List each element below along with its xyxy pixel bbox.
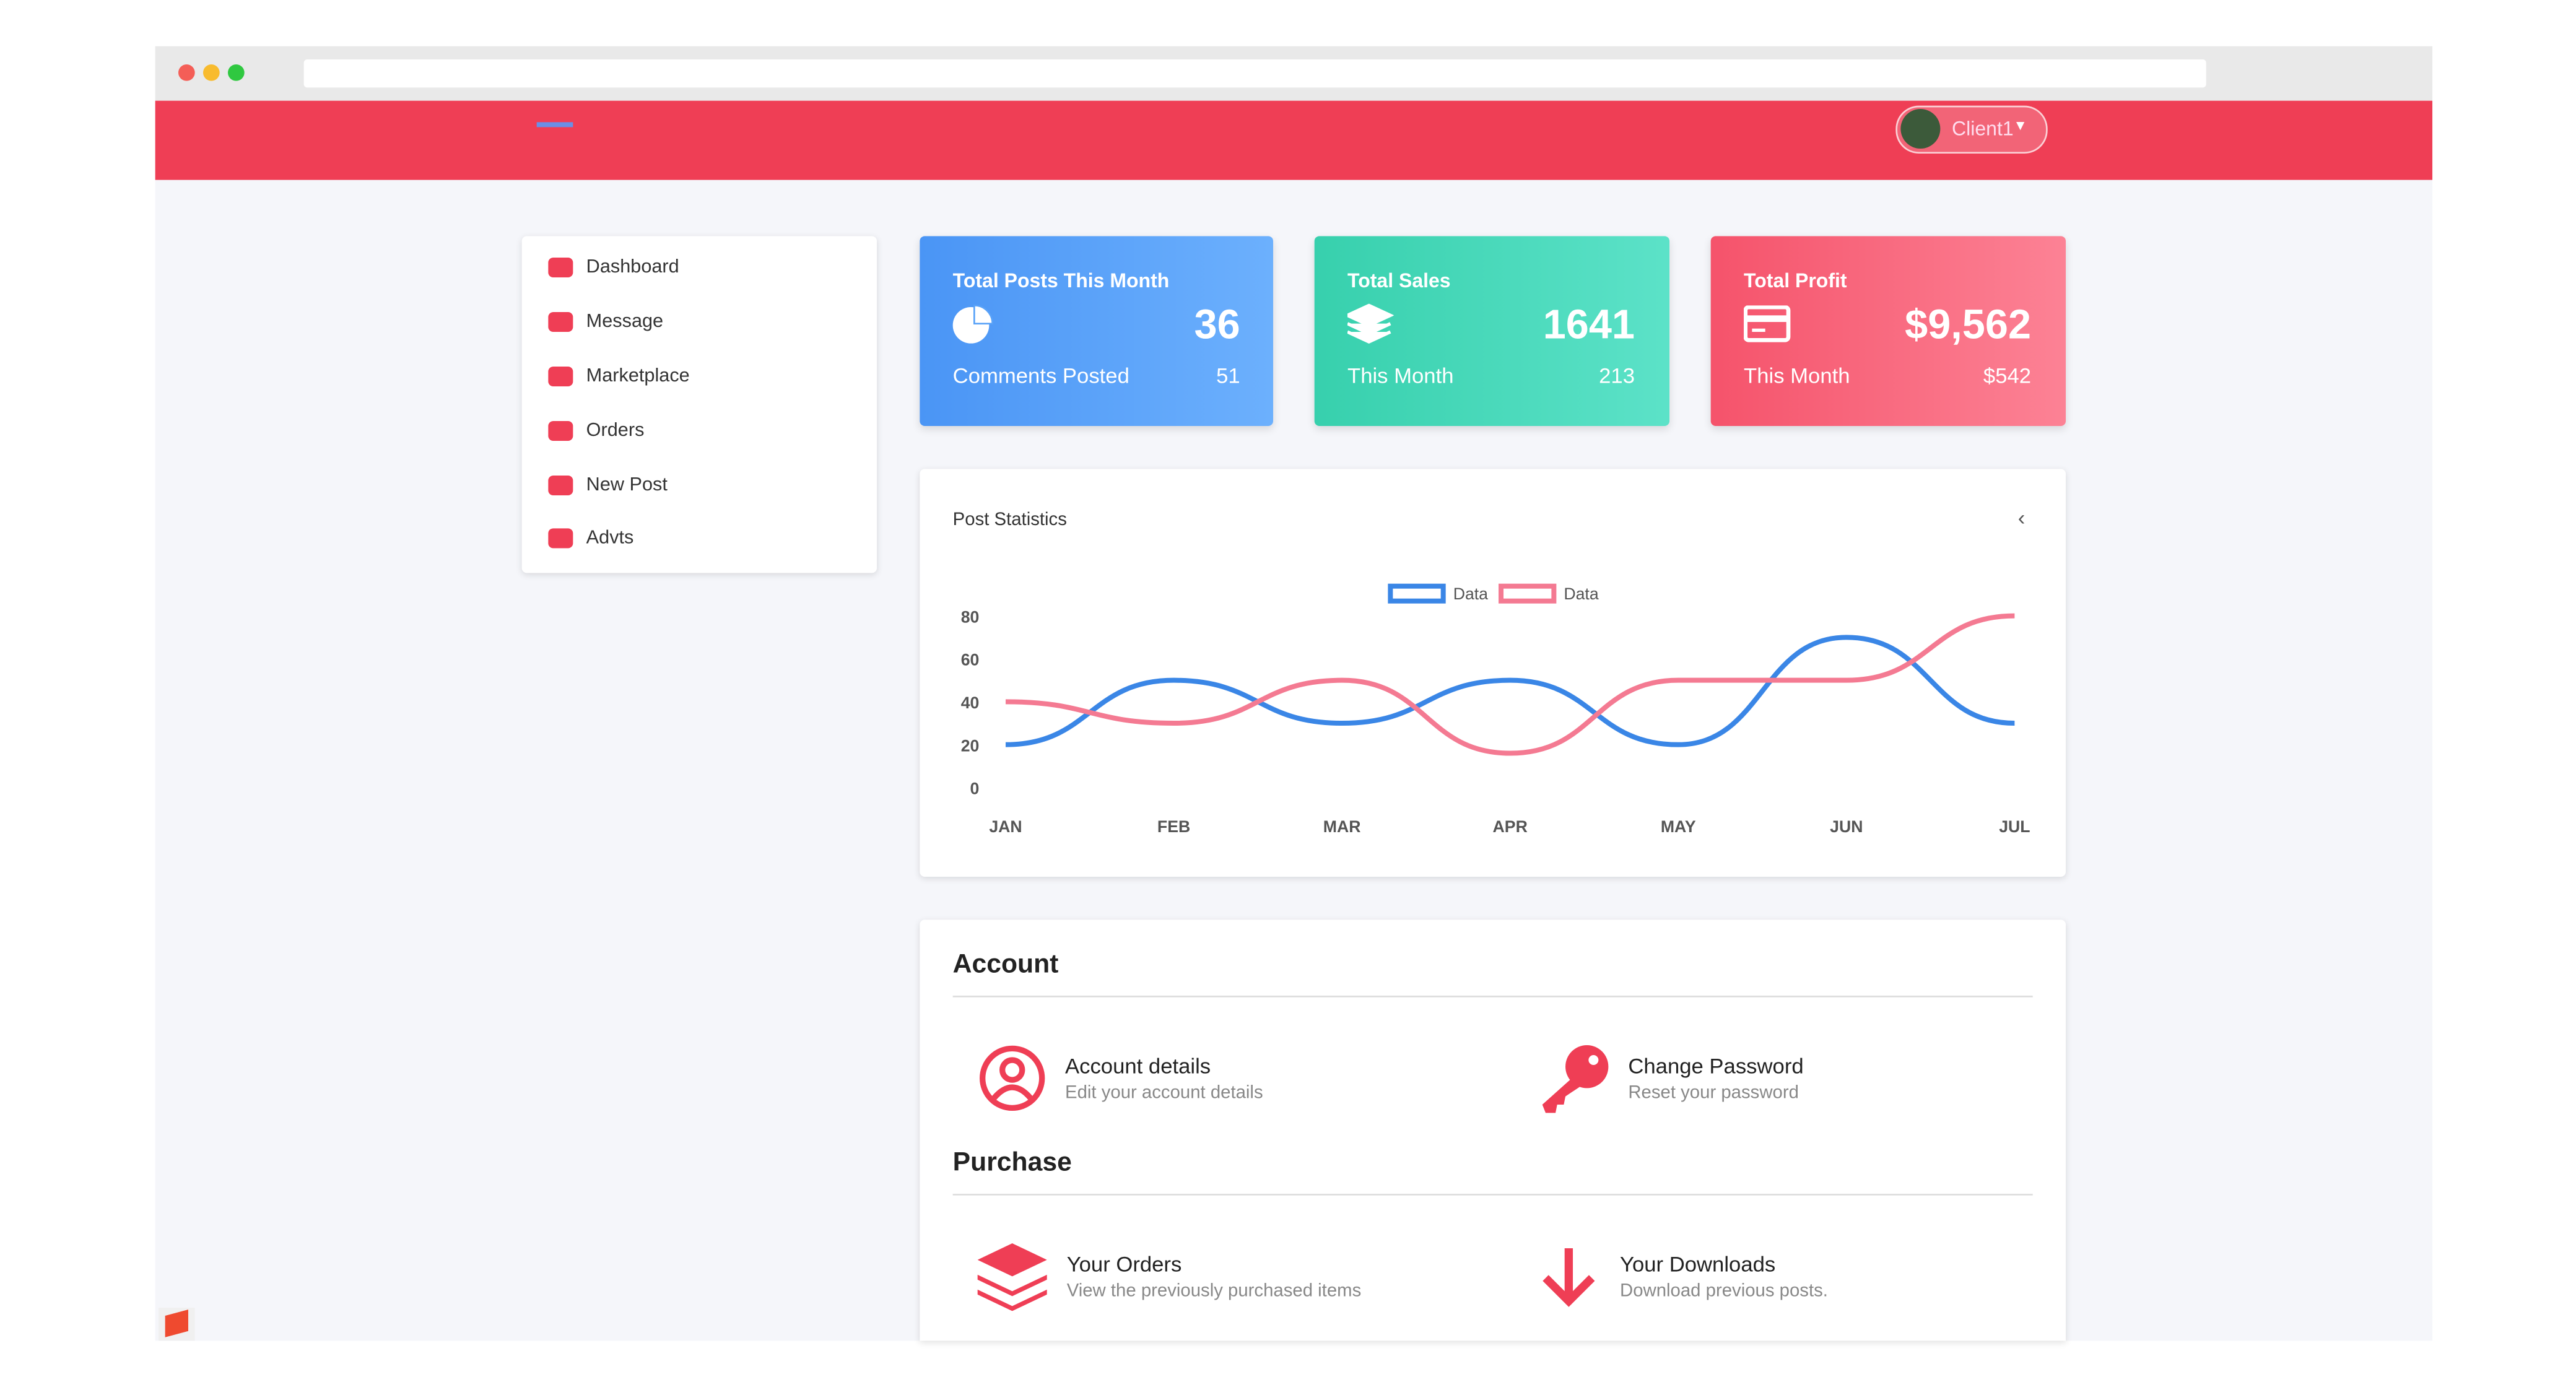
x-tick-label: MAR	[1323, 817, 1361, 836]
x-tick-label: JUN	[1830, 817, 1863, 836]
stat-sub-value: $542	[1983, 363, 2032, 388]
menu-item[interactable]: Marketplace	[586, 367, 690, 387]
menu-item[interactable]: Orders	[586, 421, 645, 441]
line-chart: 0 20 40 60 80 JAN FEB MAR APR MAY JUN JUL Data Data	[961, 583, 2030, 836]
chart-card	[920, 469, 2066, 877]
address-bar[interactable]	[303, 59, 2206, 88]
account-card	[920, 919, 2066, 1341]
divider	[952, 1194, 2033, 1196]
menu-icon	[548, 312, 573, 332]
y-tick-label: 40	[961, 693, 980, 712]
stat-sub-value: 51	[1216, 363, 1240, 388]
card-icon	[1744, 305, 1791, 342]
y-tick-label: 0	[970, 780, 980, 798]
orders-icon[interactable]	[976, 1241, 1048, 1311]
menu-icon	[548, 367, 573, 387]
stat-card	[1710, 236, 2066, 427]
download-icon[interactable]	[1539, 1245, 1598, 1308]
close-dot[interactable]	[178, 64, 195, 81]
chart-title: Post Statistics	[952, 510, 1067, 531]
stat-value: 1641	[1543, 302, 1635, 349]
x-tick-label: APR	[1493, 817, 1528, 836]
item-title[interactable]: Change Password	[1628, 1053, 1804, 1079]
item-subtitle: Download previous posts.	[1620, 1281, 1828, 1302]
item-subtitle: Edit your account details	[1065, 1083, 1263, 1103]
layers-icon	[1347, 303, 1394, 344]
x-tick-label: MAY	[1661, 817, 1696, 836]
user-name: Client1	[1952, 117, 2014, 141]
sidebar	[521, 236, 877, 573]
menu-icon	[548, 476, 573, 496]
stat-value: 36	[1194, 302, 1240, 349]
x-tick-label: JAN	[989, 817, 1022, 836]
legend-label: Data	[1564, 585, 1598, 603]
stat-title: Total Profit	[1744, 269, 1847, 293]
menu-item[interactable]: Message	[586, 312, 664, 332]
section-title: Purchase	[952, 1149, 1072, 1178]
legend-label: Data	[1453, 585, 1488, 603]
stat-title: Total Posts This Month	[952, 269, 1170, 293]
min-dot[interactable]	[203, 64, 220, 81]
avatar	[1900, 109, 1941, 149]
pie-icon	[952, 305, 994, 344]
collapse-button[interactable]: ‹	[2017, 505, 2026, 531]
item-title[interactable]: Your Orders	[1066, 1251, 1182, 1277]
item-title[interactable]: Account details	[1065, 1053, 1211, 1079]
menu-item[interactable]: New Post	[586, 476, 668, 496]
section-title: Account	[952, 951, 1059, 980]
y-tick-label: 20	[961, 736, 980, 755]
data-line	[1006, 635, 2015, 747]
legend-swatch	[1388, 583, 1446, 604]
stat-sub-value: 213	[1599, 363, 1635, 388]
stat-sub-label: This Month	[1744, 363, 1850, 388]
y-tick-label: 80	[961, 607, 980, 626]
stat-sub-label: Comments Posted	[952, 363, 1129, 388]
y-tick-label: 60	[961, 651, 980, 669]
caret: ▾	[2016, 117, 2025, 136]
logo[interactable]	[536, 122, 573, 128]
x-tick-label: JUL	[1999, 817, 2030, 836]
item-subtitle: View the previously purchased items	[1066, 1281, 1362, 1302]
menu-icon	[548, 258, 573, 278]
legend-swatch	[1499, 583, 1557, 604]
menu-icon	[548, 528, 573, 549]
data-line	[1006, 613, 2015, 756]
divider	[952, 996, 2033, 997]
stat-title: Total Sales	[1347, 269, 1451, 293]
stat-sub-label: This Month	[1347, 363, 1454, 388]
key-icon[interactable]	[1538, 1043, 1610, 1116]
max-dot[interactable]	[228, 64, 245, 81]
menu-icon	[548, 421, 573, 441]
header	[155, 100, 2433, 180]
stat-value: $9,562	[1905, 302, 2032, 349]
item-subtitle: Reset your password	[1628, 1083, 1799, 1103]
menu-item[interactable]: Dashboard	[586, 258, 679, 278]
x-tick-label: FEB	[1157, 817, 1190, 836]
item-title[interactable]: Your Downloads	[1620, 1251, 1776, 1277]
user-icon[interactable]	[978, 1043, 1047, 1113]
menu-item[interactable]: Advts	[586, 528, 634, 549]
